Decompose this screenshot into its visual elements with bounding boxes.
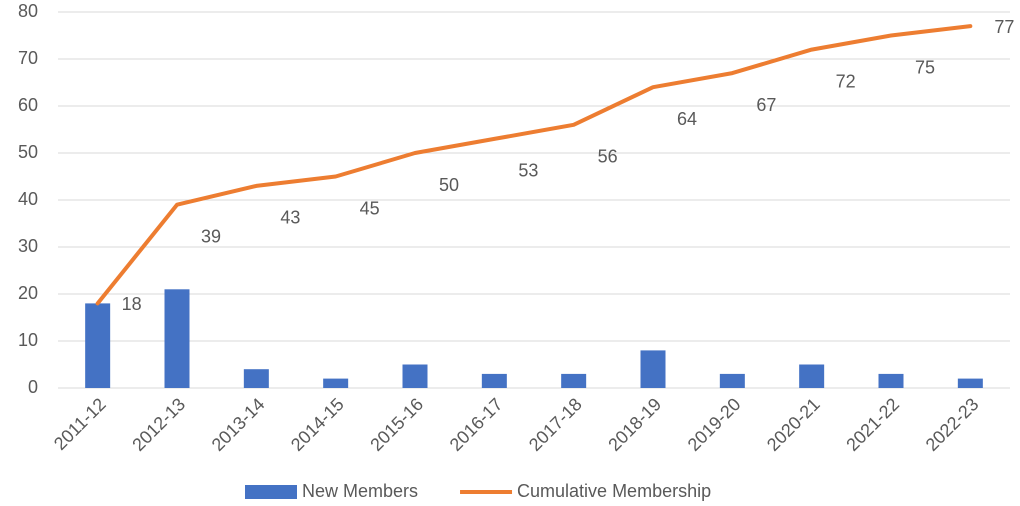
y-tick-label: 40 [18,189,38,209]
y-tick-label: 80 [18,1,38,21]
y-tick-label: 10 [18,330,38,350]
x-tick-label: 2013-14 [208,394,269,455]
x-tick-label: 2012-13 [128,394,189,455]
x-tick-label: 2015-16 [366,394,427,455]
data-label: 18 [122,294,142,314]
data-label: 45 [360,198,380,218]
data-label: 75 [915,57,935,77]
y-tick-label: 0 [28,377,38,397]
bar [878,373,904,388]
bar [561,373,587,388]
y-tick-label: 30 [18,236,38,256]
data-label: 53 [518,161,538,181]
legend-label: New Members [302,481,418,501]
legend-label: Cumulative Membership [517,481,711,501]
bar [640,350,666,388]
y-tick-label: 60 [18,95,38,115]
legend-swatch [245,485,297,499]
x-tick-label: 2011-12 [50,394,110,454]
x-tick-label: 2019-20 [684,394,745,455]
bar [164,289,190,388]
x-tick-label: 2022-23 [922,394,983,455]
bar [402,364,428,388]
bar [957,378,983,388]
y-tick-label: 20 [18,283,38,303]
x-tick-label: 2017-18 [525,394,586,455]
data-label: 67 [756,95,776,115]
data-label: 56 [598,147,618,167]
bar [243,369,269,388]
data-label: 50 [439,175,459,195]
x-tick-label: 2016-17 [446,394,507,455]
y-tick-label: 70 [18,48,38,68]
x-tick-label: 2014-15 [287,394,348,455]
x-tick-label: 2021-22 [842,394,903,455]
data-label: 72 [836,71,856,91]
line [95,24,973,306]
data-label: 77 [994,17,1014,37]
bar [323,378,349,388]
data-label: 43 [280,208,300,228]
bar [799,364,825,388]
data-label: 64 [677,109,697,129]
x-tick-label: 2018-19 [604,394,665,455]
data-label: 39 [201,226,221,246]
bar [481,373,507,388]
y-tick-label: 50 [18,142,38,162]
bar [85,303,111,388]
x-tick-label: 2020-21 [763,394,824,455]
bar [719,373,745,388]
